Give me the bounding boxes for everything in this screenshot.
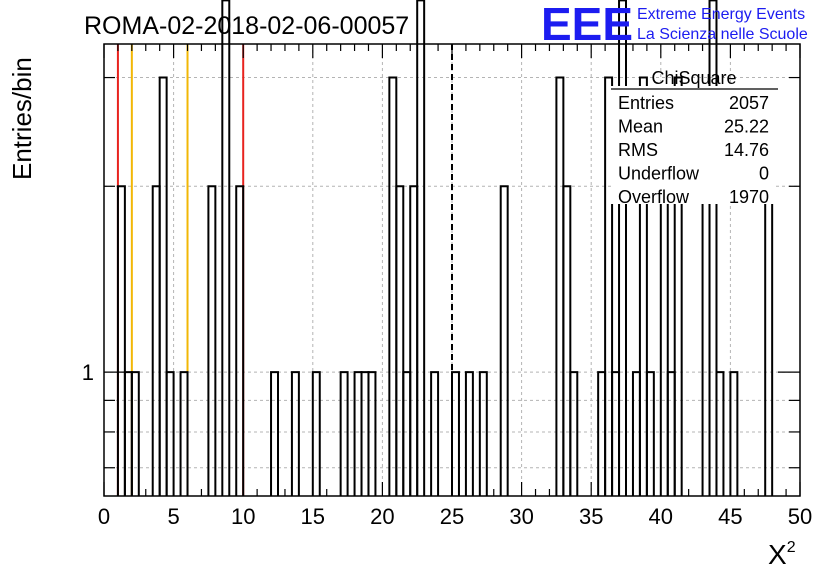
stats-row-label: Underflow	[618, 164, 700, 184]
stats-row-value: 14.76	[724, 140, 769, 160]
x-tick-label: 5	[167, 504, 179, 529]
y-tick-label: 1	[82, 360, 94, 385]
x-tick-label: 30	[509, 504, 533, 529]
histogram-bar	[116, 185, 126, 496]
histogram-bar	[618, 0, 627, 496]
histogram-bar	[715, 371, 725, 496]
chart-title: ROMA-02-2018-02-06-00057	[84, 12, 409, 40]
stats-row-label: RMS	[618, 140, 658, 160]
eee-logo: EEE Extreme Energy Events La Scienza nel…	[541, 0, 808, 50]
histogram-bar	[464, 371, 474, 496]
histogram-bar	[158, 76, 168, 496]
x-tick-label: 25	[440, 504, 464, 529]
stats-box: ChiSquare Entries 2057 Mean 25.22 RMS 14.76 Un…	[611, 68, 778, 207]
histogram-bar	[708, 0, 718, 496]
y-tick-labels: 1	[82, 360, 94, 385]
histogram-bar	[207, 185, 217, 496]
histogram-bar	[478, 371, 488, 496]
histogram-bar	[165, 371, 175, 496]
stats-box-background	[611, 86, 776, 204]
stats-row-label: Entries	[618, 93, 674, 113]
histogram-bar	[179, 371, 189, 496]
x-tick-label: 50	[788, 504, 812, 529]
histogram-bar	[562, 185, 572, 496]
histogram-bar	[130, 371, 140, 496]
histogram-bar	[395, 185, 405, 496]
stats-row-value: 1970	[729, 187, 769, 207]
axis-ticks	[103, 44, 801, 496]
histogram-bar	[638, 76, 648, 496]
histogram-bar	[569, 371, 579, 496]
histogram-bar	[339, 371, 349, 496]
x-axis-label-sup: 2	[787, 539, 796, 556]
histogram-bar	[290, 371, 300, 496]
stats-row-label: Overflow	[618, 187, 690, 207]
x-tick-label: 15	[301, 504, 325, 529]
x-tick-label: 10	[231, 504, 255, 529]
x-tick-label: 45	[718, 504, 742, 529]
x-tick-label: 40	[649, 504, 673, 529]
histogram-bar	[270, 371, 279, 496]
x-axis-label-base: X	[768, 539, 787, 570]
histogram-bar	[499, 185, 509, 496]
histogram-bar	[311, 371, 321, 496]
histogram-bar	[604, 76, 614, 496]
histogram-bar	[729, 371, 739, 496]
logo-line-2: La Scienza nelle Scuole	[637, 26, 808, 43]
stats-row-value: 2057	[729, 93, 769, 113]
x-axis-label: X2	[768, 539, 796, 570]
histogram-bar	[673, 76, 683, 496]
logo-letters: EEE	[541, 0, 633, 50]
histogram-bar	[416, 0, 426, 496]
x-tick-labels: 0 5 10 15 20 25 30 35 40 45 50	[98, 504, 812, 529]
x-tick-label: 35	[579, 504, 603, 529]
stats-title: ChiSquare	[651, 68, 736, 88]
x-tick-label: 20	[370, 504, 394, 529]
y-axis-label: Entries/bin	[7, 57, 37, 180]
histogram-bars	[116, 0, 774, 496]
stats-rows: Entries 2057 Mean 25.22 RMS 14.76 Underflow 0 Ov…	[618, 93, 769, 207]
histogram-bar	[451, 371, 460, 496]
x-tick-label: 0	[98, 504, 110, 529]
histogram-bar	[221, 0, 231, 496]
histogram-bar	[645, 371, 655, 496]
histogram-bar	[430, 371, 440, 496]
stats-row-value: 0	[759, 164, 769, 184]
histogram-bar	[235, 185, 245, 496]
stats-row-value: 25.22	[724, 117, 769, 137]
histogram-bar	[367, 371, 377, 496]
logo-line-1: Extreme Energy Events	[637, 6, 805, 23]
stats-row-label: Mean	[618, 117, 663, 137]
